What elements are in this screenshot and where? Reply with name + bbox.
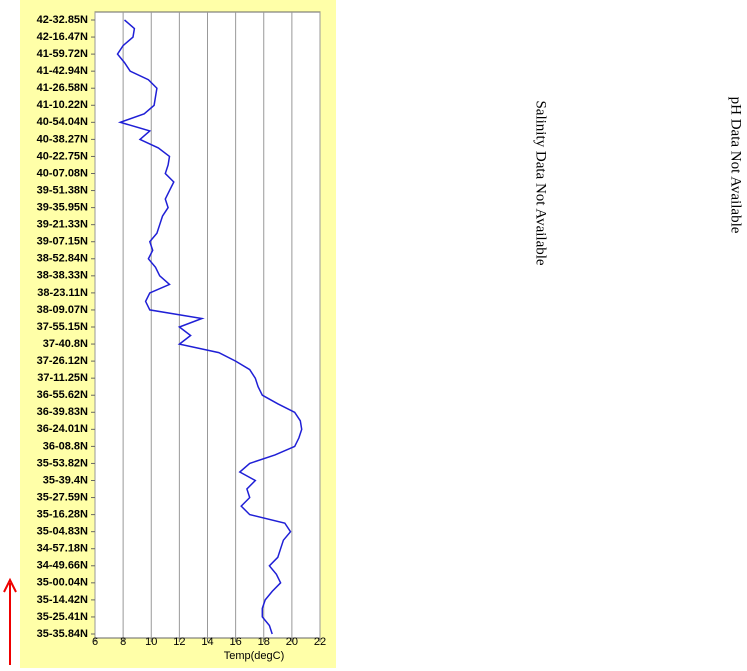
x-tick-label: 14: [201, 636, 213, 648]
x-tick-label: 10: [145, 636, 157, 648]
y-tick-label: 41-59.72N: [37, 48, 88, 60]
y-tick-label: 40-54.04N: [37, 116, 88, 128]
y-tick-label: 35-53.82N: [37, 457, 88, 469]
y-tick-label: 35-04.83N: [37, 526, 88, 538]
y-tick-label: 41-26.58N: [37, 82, 88, 94]
y-tick-label: 37-40.8N: [43, 338, 88, 350]
y-tick-label: 40-38.27N: [37, 133, 88, 145]
y-tick-label: 38-09.07N: [37, 304, 88, 316]
y-tick-label: 35-39.4N: [43, 474, 88, 486]
y-tick-label: 37-26.12N: [37, 355, 88, 367]
y-tick-label: 36-08.8N: [43, 440, 88, 452]
y-tick-label: 35-16.28N: [37, 509, 88, 521]
annotation: pH Data Not Available: [728, 97, 744, 234]
y-tick-label: 39-21.33N: [37, 219, 88, 231]
y-tick-label: 41-42.94N: [37, 65, 88, 77]
y-tick-label: 35-14.42N: [37, 594, 88, 606]
y-tick-label: 36-24.01N: [37, 423, 88, 435]
y-tick-label: 34-49.66N: [37, 560, 88, 572]
y-tick-label: 35-35.84N: [37, 628, 88, 640]
x-tick-label: 20: [286, 636, 298, 648]
y-tick-label: 35-27.59N: [37, 491, 88, 503]
y-tick-label: 38-23.11N: [37, 287, 88, 299]
direction-arrow-head: [3, 577, 17, 593]
x-tick-label: 6: [92, 636, 98, 648]
y-tick-label: 40-22.75N: [37, 150, 88, 162]
x-axis-label: Temp(degC): [224, 650, 285, 662]
y-tick-label: 42-32.85N: [37, 14, 88, 26]
temperature-line: [116, 19, 303, 635]
y-tick-label: 35-00.04N: [37, 577, 88, 589]
y-tick-label: 34-57.18N: [37, 543, 88, 555]
y-tick-label: 41-10.22N: [37, 99, 88, 111]
y-tick-label: 38-38.33N: [37, 270, 88, 282]
y-tick-label: 42-16.47N: [37, 31, 88, 43]
y-tick-label: 36-55.62N: [37, 389, 88, 401]
y-tick-label: 37-55.15N: [37, 321, 88, 333]
x-tick-label: 22: [314, 636, 326, 648]
y-tick-label: 38-52.84N: [37, 253, 88, 265]
y-tick-label: 36-39.83N: [37, 406, 88, 418]
y-tick-label: 37-11.25N: [37, 372, 88, 384]
y-tick-label: 35-25.41N: [37, 611, 88, 623]
x-tick-label: 18: [258, 636, 270, 648]
y-tick-label: 39-35.95N: [37, 202, 88, 214]
x-tick-label: 16: [230, 636, 242, 648]
annotation: Salinity Data Not Available: [533, 100, 549, 265]
y-tick-label: 39-07.15N: [37, 236, 88, 248]
y-tick-label: 39-51.38N: [37, 184, 88, 196]
x-tick-label: 12: [173, 636, 185, 648]
x-tick-label: 8: [120, 636, 126, 648]
y-tick-label: 40-07.08N: [37, 167, 88, 179]
